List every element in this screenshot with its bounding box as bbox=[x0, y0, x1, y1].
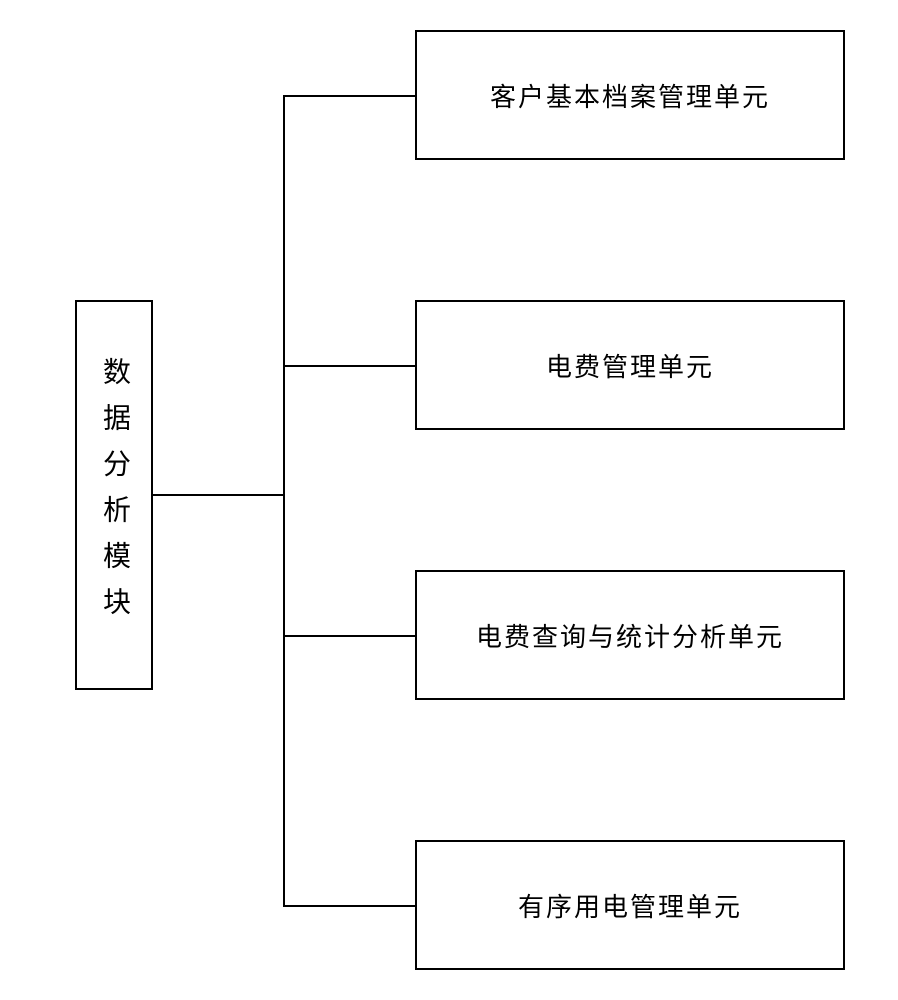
child-label-4: 有序用电管理单元 bbox=[518, 887, 742, 924]
root-node: 数据分析模块 bbox=[75, 300, 153, 690]
child-node-4: 有序用电管理单元 bbox=[415, 840, 845, 970]
child-label-3: 电费查询与统计分析单元 bbox=[476, 617, 784, 654]
root-label: 数据分析模块 bbox=[100, 357, 128, 633]
child-node-2: 电费管理单元 bbox=[415, 300, 845, 430]
child-node-1: 客户基本档案管理单元 bbox=[415, 30, 845, 160]
child-label-1: 客户基本档案管理单元 bbox=[490, 77, 770, 114]
child-node-3: 电费查询与统计分析单元 bbox=[415, 570, 845, 700]
child-label-2: 电费管理单元 bbox=[546, 347, 714, 384]
